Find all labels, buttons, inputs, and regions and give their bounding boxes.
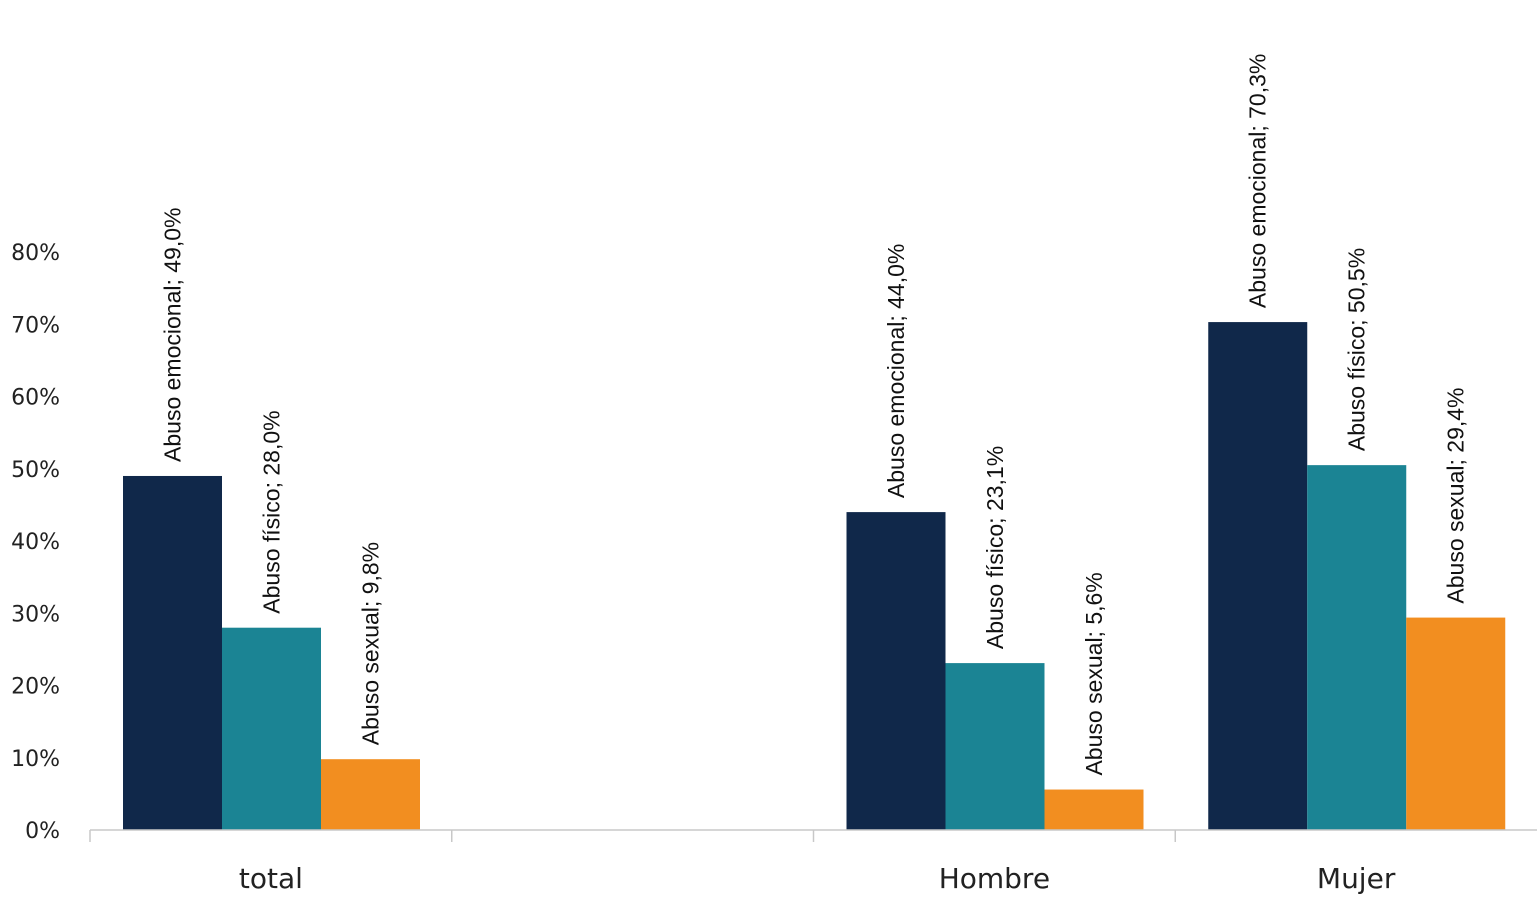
bar-fisico-hombre xyxy=(945,663,1045,830)
bar-emocional-mujer xyxy=(1208,322,1308,830)
bar-sexual-total xyxy=(321,759,420,830)
y-tick-label: 0% xyxy=(25,819,60,844)
data-label: Abuso emocional; 44,0% xyxy=(883,244,909,498)
data-labels: Abuso emocional; 49,0% Abuso físico; 28,0… xyxy=(160,54,1469,776)
x-tick-label: total xyxy=(239,862,303,895)
y-tick-label: 50% xyxy=(11,458,60,483)
y-tick-label: 30% xyxy=(11,602,60,627)
x-axis xyxy=(89,829,1537,842)
data-label: Abuso físico; 28,0% xyxy=(259,410,285,613)
data-label: Abuso físico; 50,5% xyxy=(1344,248,1370,451)
x-tick-label: Mujer xyxy=(1317,862,1396,895)
y-tick-label: 70% xyxy=(11,313,60,338)
bar-sexual-mujer xyxy=(1406,617,1506,830)
y-tick-label: 20% xyxy=(11,675,60,700)
bars xyxy=(123,322,1506,830)
bar-emocional-hombre xyxy=(846,512,946,830)
y-tick-label: 80% xyxy=(11,241,60,266)
x-tick-label: Hombre xyxy=(939,862,1050,895)
data-label: Abuso sexual; 5,6% xyxy=(1081,572,1107,775)
data-label: Abuso sexual; 9,8% xyxy=(358,542,384,745)
bar-sexual-hombre xyxy=(1044,789,1144,830)
y-axis-ticks: 0% 10% 20% 30% 40% 50% 60% 70% 80% xyxy=(11,241,60,844)
bar-fisico-total xyxy=(222,627,321,830)
data-label: Abuso emocional; 70,3% xyxy=(1245,54,1271,308)
data-label: Abuso físico; 23,1% xyxy=(982,446,1008,649)
bar-fisico-mujer xyxy=(1307,465,1407,830)
y-tick-label: 40% xyxy=(11,530,60,555)
x-axis-labels: total Hombre Mujer xyxy=(239,862,1396,895)
y-tick-label: 10% xyxy=(11,747,60,772)
data-label: Abuso emocional; 49,0% xyxy=(160,208,186,462)
data-label: Abuso sexual; 29,4% xyxy=(1443,387,1469,603)
bar-emocional-total xyxy=(123,475,222,830)
y-tick-label: 60% xyxy=(11,386,60,411)
